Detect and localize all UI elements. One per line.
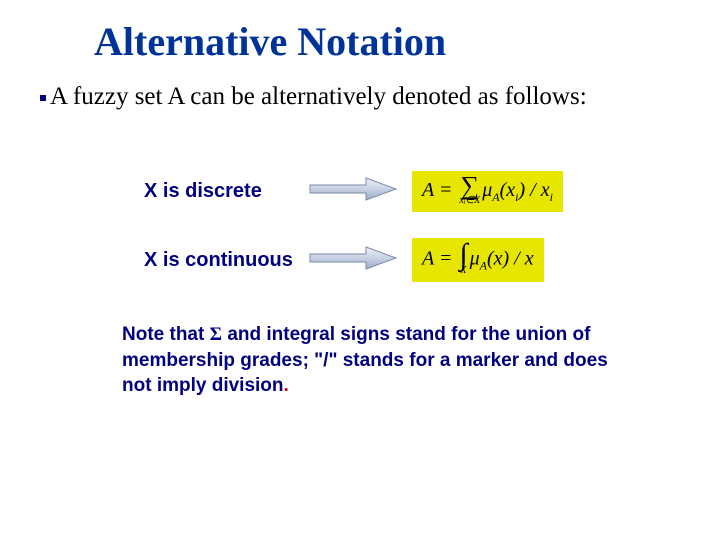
integral-icon: ∫X xyxy=(459,244,467,276)
formula-sub: A xyxy=(492,190,499,204)
formula-continuous: A = ∫XμA(x) / x xyxy=(412,238,544,282)
bullet-text: A fuzzy set A can be alternatively denot… xyxy=(50,83,587,111)
formula-text: ) / x xyxy=(518,179,549,201)
note-part: Note that xyxy=(122,324,210,345)
formula-sub: i xyxy=(550,190,553,204)
formula-text: (x) / x xyxy=(487,248,534,270)
bullet-item: A fuzzy set A can be alternatively denot… xyxy=(40,83,690,111)
label-discrete: X is discrete xyxy=(144,180,294,203)
arrow-icon xyxy=(308,244,398,277)
note-dot: . xyxy=(284,375,289,396)
arrow-icon xyxy=(308,175,398,208)
row-continuous: X is continuous A = ∫XμA(x) / x xyxy=(144,238,690,282)
note-text: Note that Σ and integral signs stand for… xyxy=(122,322,640,399)
sigma-icon: Σ xyxy=(210,324,222,345)
summation-icon: ∑xᵢ∈X xyxy=(459,177,480,206)
label-continuous: X is continuous xyxy=(144,249,294,272)
slide: Alternative Notation A fuzzy set A can b… xyxy=(0,0,720,540)
bullet-marker xyxy=(40,95,46,101)
formula-discrete: A = ∑xᵢ∈XμA(xi) / xi xyxy=(412,171,563,212)
formula-text: μ xyxy=(482,179,492,201)
formula-sub: A xyxy=(480,259,487,273)
formula-text: (x xyxy=(500,179,516,201)
row-discrete: X is discrete A = ∑xᵢ∈XμA(xi) / xi xyxy=(144,171,690,212)
formula-text: μ xyxy=(470,248,480,270)
slide-title: Alternative Notation xyxy=(94,18,690,65)
formula-text: A = xyxy=(422,248,457,270)
formula-text: A = xyxy=(422,179,457,201)
